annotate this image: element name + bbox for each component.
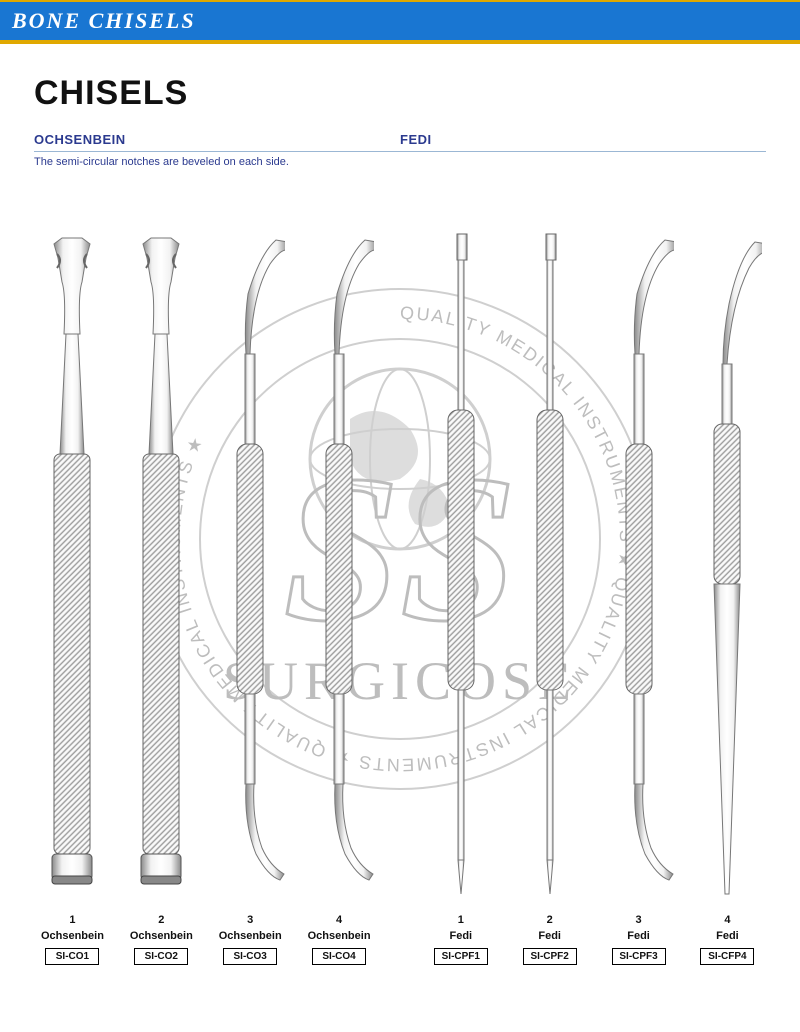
instrument-sku: SI-CO2 — [134, 948, 188, 965]
instrument-SI-CPF1 — [421, 224, 501, 904]
section-left: OCHSENBEIN — [34, 131, 400, 152]
instrument-name: Ochsenbein — [299, 930, 379, 942]
instrument-number: 2 — [510, 914, 590, 926]
instrument-sku: SI-CPF1 — [434, 948, 488, 965]
instrument-SI-CO1 — [32, 224, 112, 904]
instrument-label-SI-CPF1: 1 Fedi SI-CPF1 — [421, 914, 501, 965]
instrument-SI-CPF2 — [510, 224, 590, 904]
instrument-label-SI-CPF3: 3 Fedi SI-CPF3 — [599, 914, 679, 965]
instrument-SI-CPF3 — [599, 224, 679, 904]
instrument-name: Fedi — [510, 930, 590, 942]
instrument-SI-CO2 — [121, 224, 201, 904]
instrument-label-SI-CO3: 3 Ochsenbein SI-CO3 — [210, 914, 290, 965]
instrument-number: 4 — [299, 914, 379, 926]
instrument-label-SI-CPF2: 2 Fedi SI-CPF2 — [510, 914, 590, 965]
instrument-number: 4 — [687, 914, 767, 926]
instrument-label-SI-CFP4: 4 Fedi SI-CFP4 — [687, 914, 767, 965]
header-title: BONE CHISELS — [12, 8, 196, 33]
page-title: CHISELS — [34, 74, 800, 113]
section-right: FEDI — [400, 131, 766, 152]
product-canvas: SS SURGICOSE QUALITY MEDICAL INSTRUMENTS… — [0, 174, 800, 904]
instrument-sku: SI-CO1 — [45, 948, 99, 965]
instrument-number: 3 — [210, 914, 290, 926]
instrument-sku: SI-CPF3 — [612, 948, 666, 965]
instrument-label-SI-CO4: 4 Ochsenbein SI-CO4 — [299, 914, 379, 965]
instrument-sku: SI-CFP4 — [700, 948, 754, 965]
instrument-name: Ochsenbein — [121, 930, 201, 942]
instrument-number: 2 — [121, 914, 201, 926]
instrument-SI-CO3 — [210, 224, 290, 904]
labels-row: 1 Ochsenbein SI-CO1 2 Ochsenbein SI-CO2 … — [0, 904, 800, 965]
instrument-sku: SI-CO3 — [223, 948, 277, 965]
instrument-name: Fedi — [687, 930, 767, 942]
instrument-number: 3 — [599, 914, 679, 926]
instrument-name: Fedi — [599, 930, 679, 942]
instrument-name: Ochsenbein — [32, 930, 112, 942]
instrument-SI-CFP4 — [687, 224, 767, 904]
header-bar: BONE CHISELS — [0, 0, 800, 44]
instrument-name: Fedi — [421, 930, 501, 942]
instrument-number: 1 — [421, 914, 501, 926]
section-right-label: FEDI — [400, 132, 432, 147]
instruments-row — [0, 174, 800, 904]
instrument-number: 1 — [32, 914, 112, 926]
section-header-row: OCHSENBEIN FEDI — [34, 131, 766, 152]
instrument-label-SI-CO2: 2 Ochsenbein SI-CO2 — [121, 914, 201, 965]
instrument-label-SI-CO1: 1 Ochsenbein SI-CO1 — [32, 914, 112, 965]
instrument-sku: SI-CPF2 — [523, 948, 577, 965]
section-left-description: The semi-circular notches are beveled on… — [34, 156, 800, 168]
instrument-sku: SI-CO4 — [312, 948, 366, 965]
instrument-name: Ochsenbein — [210, 930, 290, 942]
section-left-label: OCHSENBEIN — [34, 132, 126, 147]
instrument-SI-CO4 — [299, 224, 379, 904]
